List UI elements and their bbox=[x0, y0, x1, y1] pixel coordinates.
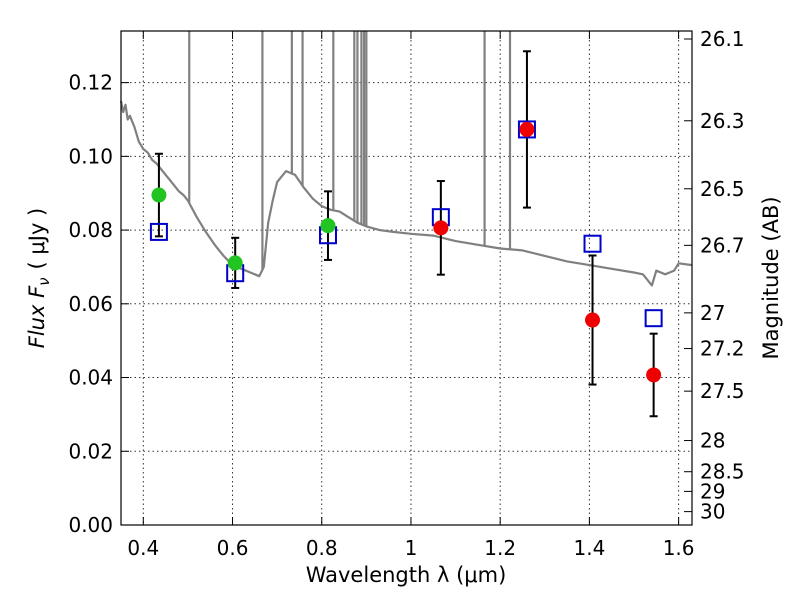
y-tick-label: 0.08 bbox=[68, 218, 113, 242]
magnitude-axis-label: Magnitude (AB) bbox=[759, 196, 783, 359]
x-tick-label: 0.8 bbox=[306, 536, 338, 560]
square-marker bbox=[517, 120, 536, 139]
circle-marker bbox=[519, 121, 535, 137]
model-spectrum-line bbox=[119, 100, 693, 287]
magnitude-tick-label: 27.5 bbox=[700, 379, 745, 403]
magnitude-tick-label: 27 bbox=[700, 301, 725, 325]
magnitude-tick-label: 27.2 bbox=[700, 337, 745, 361]
square-marker bbox=[644, 309, 663, 328]
magnitude-tick-label: 29 bbox=[700, 479, 725, 503]
x-axis-label: Wavelength λ (μm) bbox=[306, 563, 507, 587]
magnitude-tick-label: 26.1 bbox=[700, 27, 745, 51]
y-tick-label: 0.04 bbox=[68, 366, 113, 390]
y-axis-label-unit: ( μJy ) bbox=[25, 208, 49, 270]
x-tick-label: 1.4 bbox=[573, 536, 605, 560]
circle-marker bbox=[433, 220, 449, 236]
y-axis-ticks: 0.00 0.02 0.04 0.06 0.08 0.10 0.12 bbox=[68, 71, 129, 537]
magnitude-tick-label: 28 bbox=[700, 429, 725, 453]
data-markers bbox=[149, 120, 663, 383]
y-tick-label: 0.12 bbox=[68, 71, 113, 95]
circle-marker bbox=[585, 312, 601, 328]
magnitude-tick-label: 26.7 bbox=[700, 233, 745, 257]
y-axis-label: Flux Fν ( μJy ) bbox=[25, 208, 53, 349]
model-spectrum bbox=[119, 31, 693, 287]
y-tick-label: 0.00 bbox=[68, 513, 113, 537]
magnitude-tick-label: 26.5 bbox=[700, 177, 745, 201]
plot-frame bbox=[120, 30, 693, 526]
x-tick-label: 0.4 bbox=[127, 536, 159, 560]
x-tick-label: 1 bbox=[405, 536, 418, 560]
y-axis-label-subscript: ν bbox=[35, 277, 53, 285]
circle-marker bbox=[320, 218, 336, 234]
x-axis-ticks: 0.4 0.6 0.8 1 1.2 1.4 1.6 bbox=[127, 31, 695, 560]
circle-marker bbox=[227, 255, 243, 271]
circle-marker bbox=[646, 367, 662, 383]
magnitude-tick-label: 30 bbox=[700, 500, 725, 524]
y-axis-label-main: Flux F bbox=[25, 285, 49, 348]
x-tick-label: 1.2 bbox=[484, 536, 516, 560]
magnitude-tick-label: 28.5 bbox=[700, 460, 745, 484]
circle-marker bbox=[151, 187, 167, 203]
x-tick-label: 0.6 bbox=[217, 536, 249, 560]
square-marker bbox=[583, 234, 602, 253]
y-tick-label: 0.02 bbox=[68, 439, 113, 463]
y-tick-label: 0.06 bbox=[68, 292, 113, 316]
magnitude-tick-label: 26.3 bbox=[700, 109, 745, 133]
x-tick-label: 1.6 bbox=[663, 536, 695, 560]
y-tick-label: 0.10 bbox=[68, 144, 113, 168]
square-marker bbox=[149, 222, 168, 241]
